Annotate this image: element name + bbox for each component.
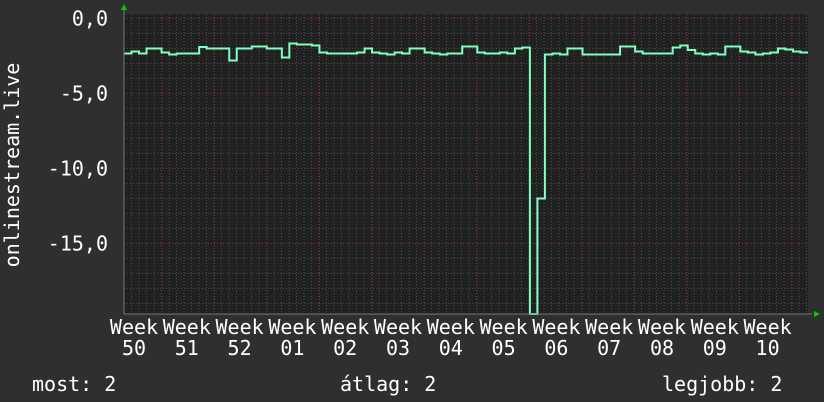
footer-best: legjobb: 2 (662, 372, 783, 396)
x-tick-label-word: Week (427, 315, 475, 339)
x-tick-label: Week 52 (216, 315, 264, 360)
x-tick-label-word: Week (480, 315, 528, 339)
series-line (124, 42, 808, 315)
x-tick-label-number: 02 (333, 336, 357, 360)
x-tick-label-word: Week (691, 315, 739, 339)
x-tick-label: Week 05 (480, 315, 528, 360)
x-tick-label-number: 50 (122, 336, 146, 360)
x-tick-label: Week 51 (163, 315, 211, 360)
x-tick-label: Week 09 (691, 315, 739, 360)
x-tick-label-word: Week (110, 315, 158, 339)
x-tick-label: Week 06 (532, 315, 580, 360)
x-tick-label-number: 04 (439, 336, 463, 360)
footer-average: átlag: 2 (340, 372, 437, 396)
y-axis-arrow-icon (121, 4, 127, 10)
x-tick-label-word: Week (216, 315, 264, 339)
x-tick-label-word: Week (638, 315, 686, 339)
x-tick-label: Week 02 (321, 315, 369, 360)
x-tick-label-word: Week (585, 315, 633, 339)
x-tick-label-word: Week (321, 315, 369, 339)
x-tick-label-number: 52 (228, 336, 252, 360)
x-tick-label: Week 50 (110, 315, 158, 360)
x-tick-label-number: 06 (544, 336, 568, 360)
x-tick-label: Week 01 (268, 315, 316, 360)
x-tick-label-number: 07 (597, 336, 621, 360)
x-tick-label: Week 07 (585, 315, 633, 360)
y-tick-label: -10,0 (48, 157, 108, 181)
x-tick-label: Week 08 (638, 315, 686, 360)
x-tick-label-number: 10 (756, 336, 780, 360)
x-tick-label-word: Week (374, 315, 422, 339)
y-tick-label: -5,0 (60, 82, 108, 106)
x-tick-label: Week 03 (374, 315, 422, 360)
y-tick-label: 0,0 (72, 7, 108, 31)
x-tick-label-number: 51 (175, 336, 199, 360)
x-tick-label-number: 08 (650, 336, 674, 360)
plot-area (124, 14, 808, 314)
x-tick-label-word: Week (532, 315, 580, 339)
x-tick-label: Week 04 (427, 315, 475, 360)
y-axis-label: onlinestream.live (0, 63, 24, 268)
x-axis-arrow-icon (814, 311, 820, 317)
y-tick-label: -15,0 (48, 232, 108, 256)
x-tick-label-word: Week (268, 315, 316, 339)
x-tick-label: Week 10 (744, 315, 792, 360)
x-tick-label-number: 05 (492, 336, 516, 360)
x-tick-label-number: 03 (386, 336, 410, 360)
footer-current: most: 2 (32, 372, 117, 396)
x-tick-label-number: 09 (703, 336, 727, 360)
x-tick-label-word: Week (163, 315, 211, 339)
x-tick-label-word: Week (744, 315, 792, 339)
x-tick-label-number: 01 (280, 336, 304, 360)
